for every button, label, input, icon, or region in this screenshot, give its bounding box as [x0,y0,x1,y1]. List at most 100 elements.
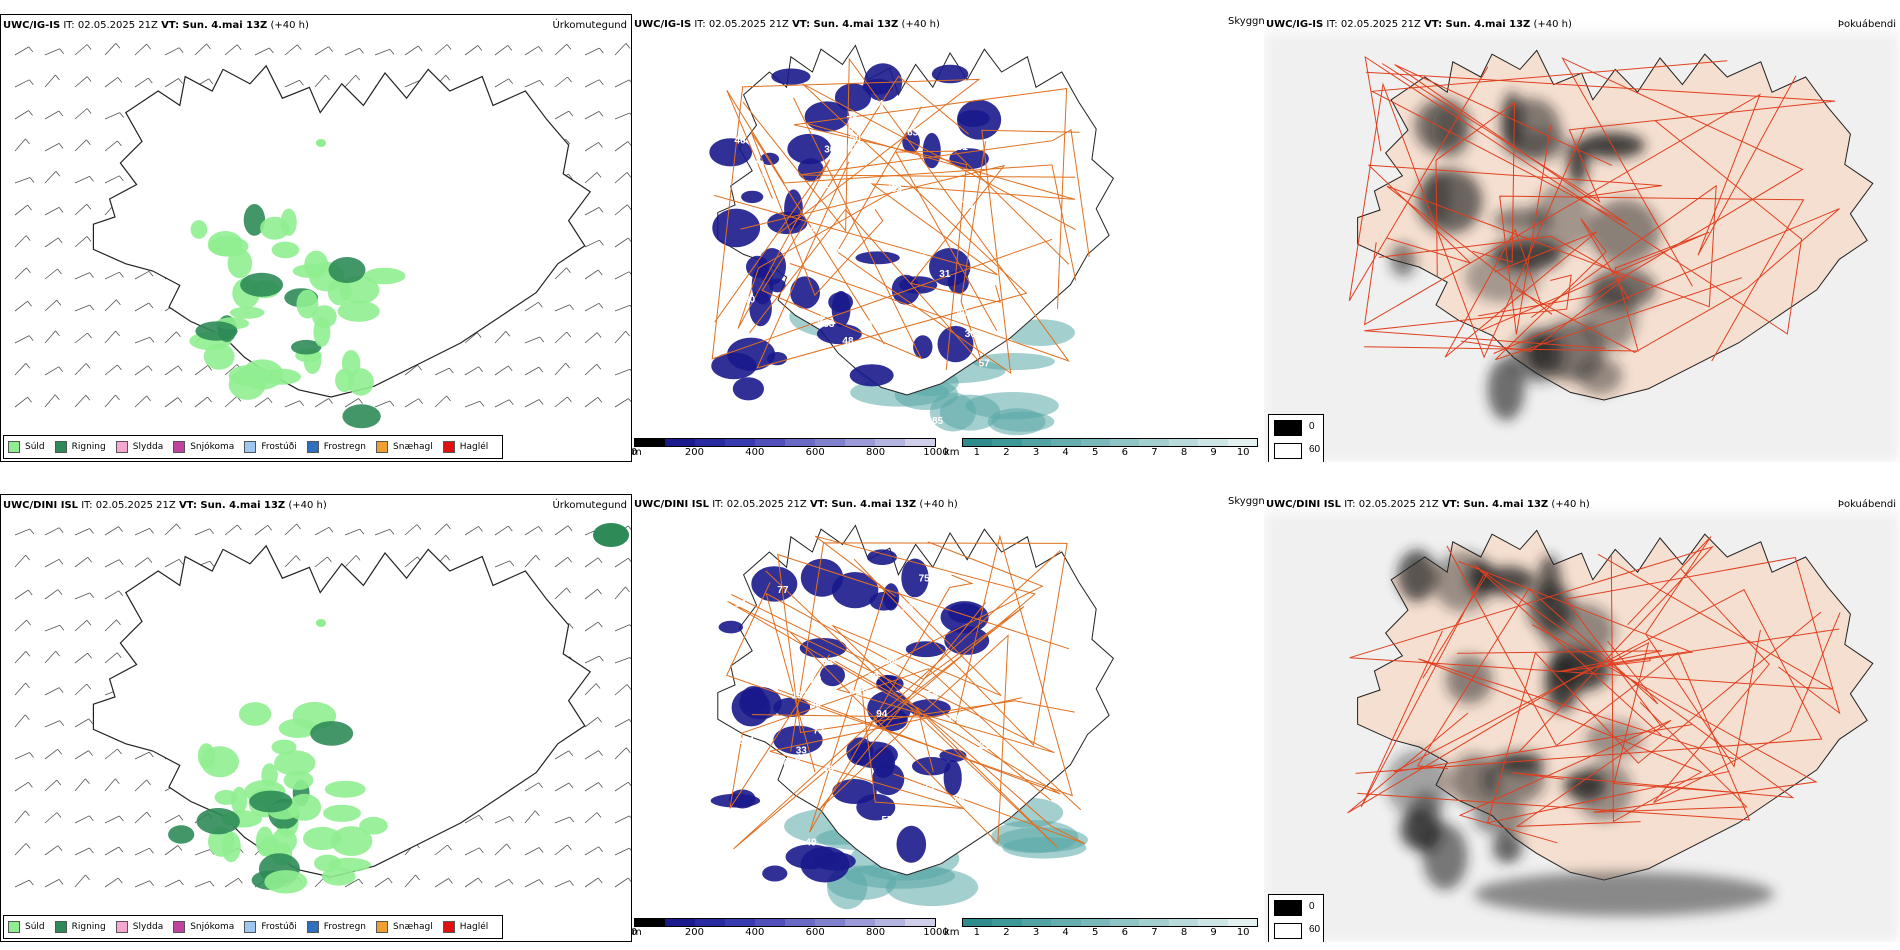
cloud-base-label: 59 [820,614,832,625]
cloud-base-label: 85 [929,323,941,334]
colorbar-tick: 10 [1236,927,1250,938]
panel-header: UWC/IG-IS IT: 02.05.2025 21Z VT: Sun. 4.… [3,20,309,31]
cloud-base-label: 39 [753,160,765,171]
legend-swatch [115,921,128,933]
legend-item-3: Snjókoma [173,441,234,453]
cloud-base-label: 42 [814,314,826,325]
cloud-base-label: 109 [947,713,964,724]
colorbar-tick: 3 [1032,447,1040,458]
legend-label: Súld [25,442,45,452]
cloud-base-label: 94 [735,599,747,610]
cloud-panel-title: Skyggni [1228,16,1268,27]
cloud-base-label: 79 [924,782,936,793]
legend-label: Rigning [71,922,106,932]
cloud-base-label: 50 [831,718,843,729]
cloud-base-label: 44 [796,753,808,764]
fog-legend: 0 60 [1268,894,1324,942]
cloud-map-bottom: 77 23 75 50 55 59 57 53 46 47 64 33 39 244 32 100 109 94 3… [710,524,1115,910]
legend-item-4: Frostúði [244,921,297,933]
cloud-base-label: 36 [914,233,926,244]
cloud-base-label: 46 [875,228,887,239]
cloud-base-label: 63 [907,127,919,138]
colorbar-tick: 0 [632,927,638,938]
coastline [92,64,592,398]
cloud-base-label: 29 [916,364,928,375]
cloud-base-label: 53 [811,675,823,686]
cloud-base-label: 35 [753,174,765,185]
colorbar-tick: 6 [1121,927,1128,938]
colorbar-tick: 1 [973,927,980,938]
legend-swatch [442,441,455,453]
cloud-base-label: 49 [805,838,817,849]
colorbar-tick: 1000 [923,447,949,458]
fog-legend: 0 60 [1268,414,1324,462]
cloud-base-label: 76 [736,661,748,672]
colorbar-tick: 0 [632,447,638,458]
cloud-base-label: 191 [792,691,809,702]
cloud-base-label: 55 [927,690,939,701]
panel-title: Úrkomutegund [552,500,627,511]
cloud-base-label: 47 [764,676,776,687]
legend-swatch [54,921,67,933]
legend-swatch [244,921,257,933]
precip-map-top [14,43,631,429]
legend-item-1: Rigning [54,921,106,933]
cloud-base-label: 52 [913,220,925,231]
colorbar-tick: 2 [1003,447,1010,458]
cloud-base-label: 40 [956,308,968,319]
cloud-base-label: 57 [736,258,748,269]
cloud-base-label: 71 [807,378,819,389]
cloud-base-label: 94 [876,709,888,720]
panel-header: UWC/DINI ISL IT: 02.05.2025 21Z VT: Sun.… [634,499,958,510]
cloud-base-label: 54 [873,99,885,110]
cloud-panel-bottom: 77 23 75 50 55 59 57 53 46 47 64 33 39 244 32 100 109 94 3… [632,494,1264,942]
colorbar-unit: km [944,447,960,458]
cloud-base-label: 72 [813,725,825,736]
cloud-base-label: 50 [850,133,862,144]
colorbar-unit: m [632,447,642,458]
cloud-base-label: 33 [796,745,808,756]
fog-legend-swatch-high [1274,443,1302,459]
colorbar-tick: 7 [1151,447,1158,458]
cloud-base-label: 57 [979,358,991,369]
coastline [92,544,592,878]
cloud-base-label: 76 [962,200,974,211]
cloud-base-label: 57 [882,815,894,826]
visibility-colorbar: 1 2 3 4 5 6 7 8 9 10 km [944,438,1258,459]
panel-header: UWC/DINI ISL IT: 02.05.2025 21Z VT: Sun.… [3,500,327,511]
cloud-base-label: 37 [777,757,789,768]
panel-title: Úrkomutegund [552,20,627,31]
fog-legend-swatch-low [1274,420,1302,436]
cloud-base-label: 31 [957,142,969,153]
colorbar-tick: 8 [1180,927,1188,938]
cloud-base-label: 41 [920,246,932,257]
cloud-base-label: 64 [886,657,898,668]
legend-swatch [115,441,128,453]
colorbar-tick: 2 [1003,927,1010,938]
cloud-panel-top: 83 76 76 63 57 48 50 36 42 46 39 39 33 29 31 36 42 31 46 52… [632,14,1264,462]
cloud-base-label: 76 [847,115,859,126]
cloud-base-label: 80 [744,294,756,305]
cloud-map-top: 83 76 76 63 57 48 50 36 42 46 39 39 33 29 31 36 42 31 46 52… [709,44,1115,436]
roads [726,534,1086,850]
colorbar-tick: 8 [1180,447,1188,458]
coastline [717,524,1115,876]
colorbar-tick: 800 [866,447,886,458]
colorbar-tick: 600 [805,447,825,458]
colorbar-tick: 5 [1092,447,1099,458]
precip-panel-top: UWC/IG-IS IT: 02.05.2025 21Z VT: Sun. 4.… [0,14,632,462]
legend-label: Haglél [459,442,489,452]
cloud-base-label: 33 [895,236,907,247]
cloud-base-label: 39 [810,700,822,711]
legend-label: Frostúði [261,442,297,452]
legend-swatch [306,921,319,933]
fog-map-top [1264,32,1900,462]
legend-swatch [244,441,257,453]
legend-item-3: Snjókoma [173,921,234,933]
legend-swatch [173,441,186,453]
legend-swatch [173,921,186,933]
legend-label: Slydda [132,922,164,932]
colorbar-tick: 4 [1062,447,1069,458]
cloud-base-colorbar: 0 200 400 600 800 1000 m [632,438,949,459]
legend-swatch [8,441,20,453]
